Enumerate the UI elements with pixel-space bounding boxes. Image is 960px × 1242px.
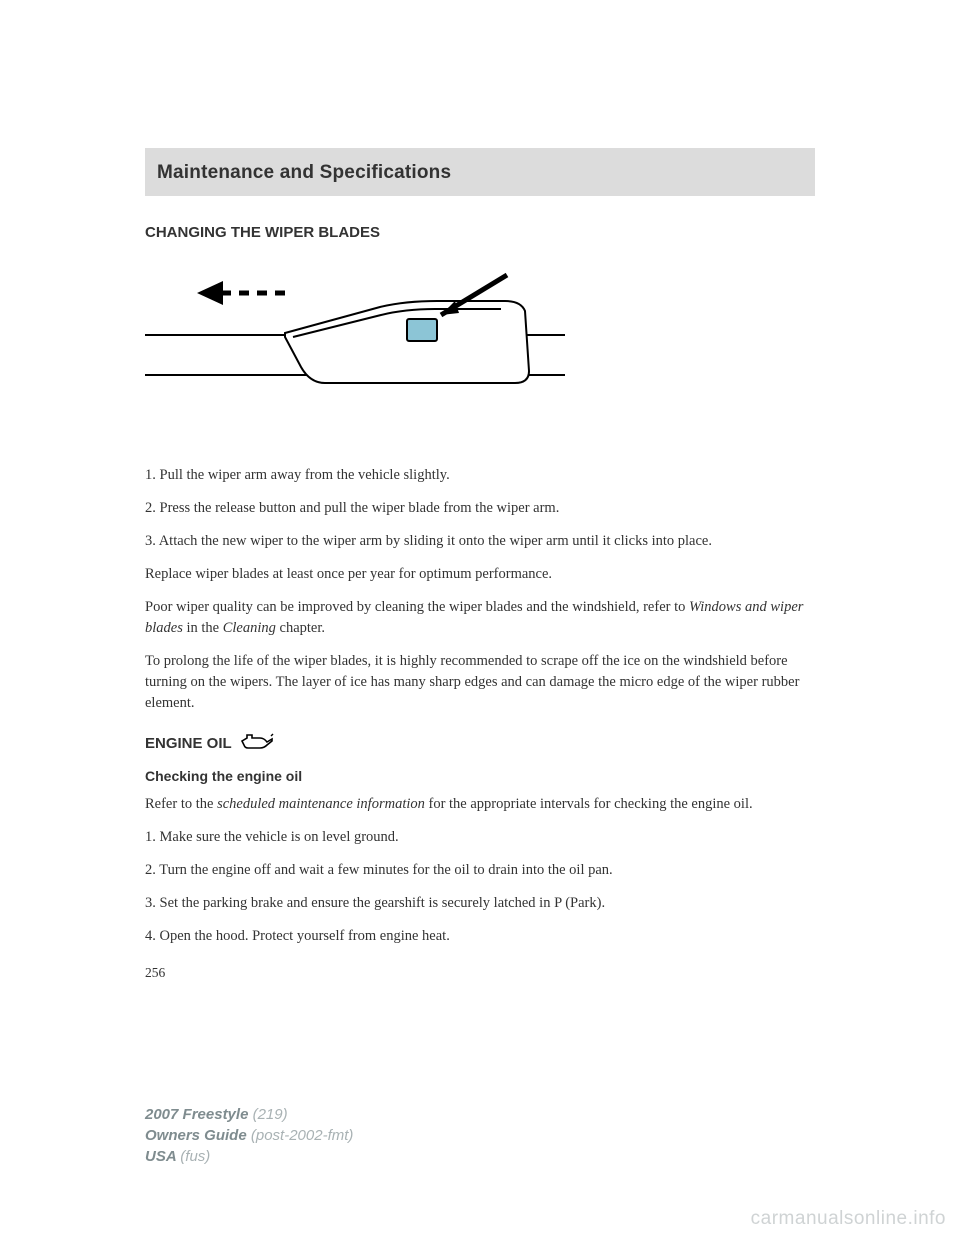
wiper-prolong-note: To prolong the life of the wiper blades,…: [145, 651, 815, 714]
ref-cleaning: Cleaning: [223, 620, 276, 636]
footer-line-3: USA (fus): [145, 1146, 353, 1167]
wiper-quality-note: Poor wiper quality can be improved by cl…: [145, 597, 815, 639]
text: in the: [183, 620, 223, 636]
page-number: 256: [145, 965, 815, 981]
footer-block: 2007 Freestyle (219) Owners Guide (post-…: [145, 1104, 353, 1167]
text: chapter.: [276, 620, 325, 636]
footer-region-paren: (fus): [180, 1148, 210, 1165]
oil-can-icon: [240, 732, 274, 754]
oil-step-2: 2. Turn the engine off and wait a few mi…: [145, 860, 815, 881]
wiper-section-title: CHANGING THE WIPER BLADES: [145, 224, 815, 241]
footer-region: USA: [145, 1148, 176, 1165]
text: for the appropriate intervals for checki…: [425, 796, 753, 812]
oil-step-1: 1. Make sure the vehicle is on level gro…: [145, 827, 815, 848]
ref-sched-maint: scheduled maintenance information: [217, 796, 425, 812]
text: Poor wiper quality can be improved by cl…: [145, 599, 689, 615]
footer-guide-paren: (post-2002-fmt): [251, 1127, 354, 1144]
oil-step-3: 3. Set the parking brake and ensure the …: [145, 893, 815, 914]
text: Refer to the: [145, 796, 217, 812]
engine-oil-label: ENGINE OIL: [145, 735, 232, 752]
section-header-bar: Maintenance and Specifications: [145, 148, 815, 196]
content-area: Maintenance and Specifications CHANGING …: [0, 0, 960, 981]
watermark: carmanualsonline.info: [751, 1208, 946, 1230]
footer-code: (219): [253, 1106, 288, 1123]
footer-vehicle: 2007 Freestyle: [145, 1106, 248, 1123]
wiper-step-1: 1. Pull the wiper arm away from the vehi…: [145, 465, 815, 486]
wiper-diagram: [145, 263, 815, 423]
footer-guide: Owners Guide: [145, 1127, 247, 1144]
oil-refer-note: Refer to the scheduled maintenance infor…: [145, 794, 815, 815]
engine-oil-section-title: ENGINE OIL: [145, 732, 815, 754]
wiper-step-2: 2. Press the release button and pull the…: [145, 498, 815, 519]
footer-line-2: Owners Guide (post-2002-fmt): [145, 1125, 353, 1146]
wiper-replace-note: Replace wiper blades at least once per y…: [145, 564, 815, 585]
section-header-title: Maintenance and Specifications: [157, 162, 797, 184]
wiper-step-3: 3. Attach the new wiper to the wiper arm…: [145, 531, 815, 552]
wiper-svg: [145, 263, 565, 423]
oil-step-4: 4. Open the hood. Protect yourself from …: [145, 926, 815, 947]
checking-oil-subhead: Checking the engine oil: [145, 768, 815, 784]
page: Maintenance and Specifications CHANGING …: [0, 0, 960, 1242]
footer-line-1: 2007 Freestyle (219): [145, 1104, 353, 1125]
